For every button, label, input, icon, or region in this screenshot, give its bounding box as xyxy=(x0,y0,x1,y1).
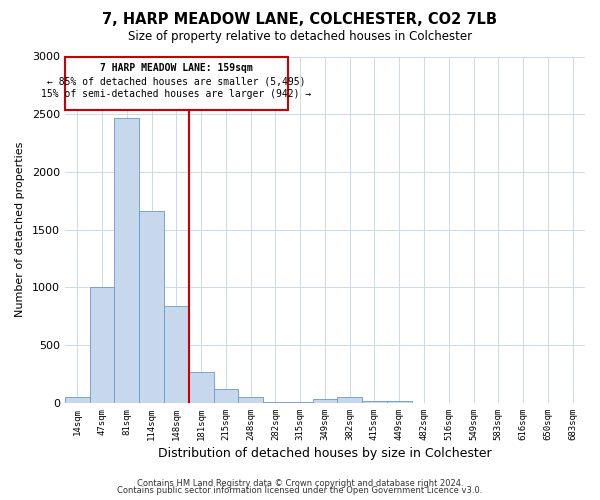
Bar xyxy=(313,399,337,403)
Text: Contains HM Land Registry data © Crown copyright and database right 2024.: Contains HM Land Registry data © Crown c… xyxy=(137,478,463,488)
Bar xyxy=(115,118,139,403)
Bar xyxy=(263,402,288,403)
Text: Size of property relative to detached houses in Colchester: Size of property relative to detached ho… xyxy=(128,30,472,43)
Bar xyxy=(164,306,189,403)
Bar xyxy=(139,211,164,403)
Bar xyxy=(189,372,214,403)
Text: 7, HARP MEADOW LANE, COLCHESTER, CO2 7LB: 7, HARP MEADOW LANE, COLCHESTER, CO2 7LB xyxy=(103,12,497,28)
Text: 7 HARP MEADOW LANE: 159sqm: 7 HARP MEADOW LANE: 159sqm xyxy=(100,63,253,73)
Bar xyxy=(89,288,115,403)
Bar xyxy=(362,401,387,403)
Bar xyxy=(288,402,313,403)
Text: Contains public sector information licensed under the Open Government Licence v3: Contains public sector information licen… xyxy=(118,486,482,495)
Bar xyxy=(214,388,238,403)
Bar xyxy=(337,397,362,403)
Y-axis label: Number of detached properties: Number of detached properties xyxy=(15,142,25,318)
FancyBboxPatch shape xyxy=(65,56,288,110)
Bar xyxy=(238,397,263,403)
Text: 15% of semi-detached houses are larger (942) →: 15% of semi-detached houses are larger (… xyxy=(41,90,312,100)
Bar xyxy=(387,401,412,403)
Bar xyxy=(65,397,89,403)
Text: ← 85% of detached houses are smaller (5,495): ← 85% of detached houses are smaller (5,… xyxy=(47,76,306,86)
X-axis label: Distribution of detached houses by size in Colchester: Distribution of detached houses by size … xyxy=(158,447,492,460)
